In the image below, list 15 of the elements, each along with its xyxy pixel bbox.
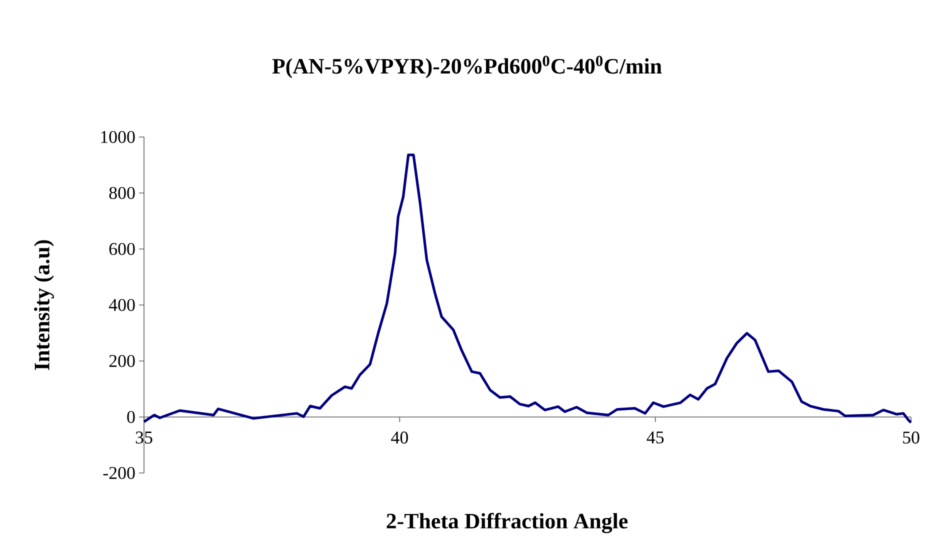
x-tick-label: 45 [646,432,664,444]
y-axis-title: Intensity (a.u) [34,240,54,370]
y-tick-label: 600 [109,242,135,256]
y-tick-label: 400 [108,298,135,312]
y-tick-label: 800 [109,186,135,200]
y-tick-label: 1000 [101,130,135,144]
x-tick-label: 50 [903,432,920,444]
y-tick-label: -200 [103,466,135,480]
y-tick-label: 0 [127,410,135,424]
x-axis-title: 2-Theta Diffraction Angle [386,512,628,534]
chart-title: P(AN-5%VPYR)-20%Pd600$^{0}$C-40$^{0}$C/min [272,56,662,78]
y-tick-label: 200 [109,354,135,368]
line-series [142,154,912,424]
x-tick-label: 35 [136,432,152,444]
x-tick-label: 40 [391,432,408,444]
